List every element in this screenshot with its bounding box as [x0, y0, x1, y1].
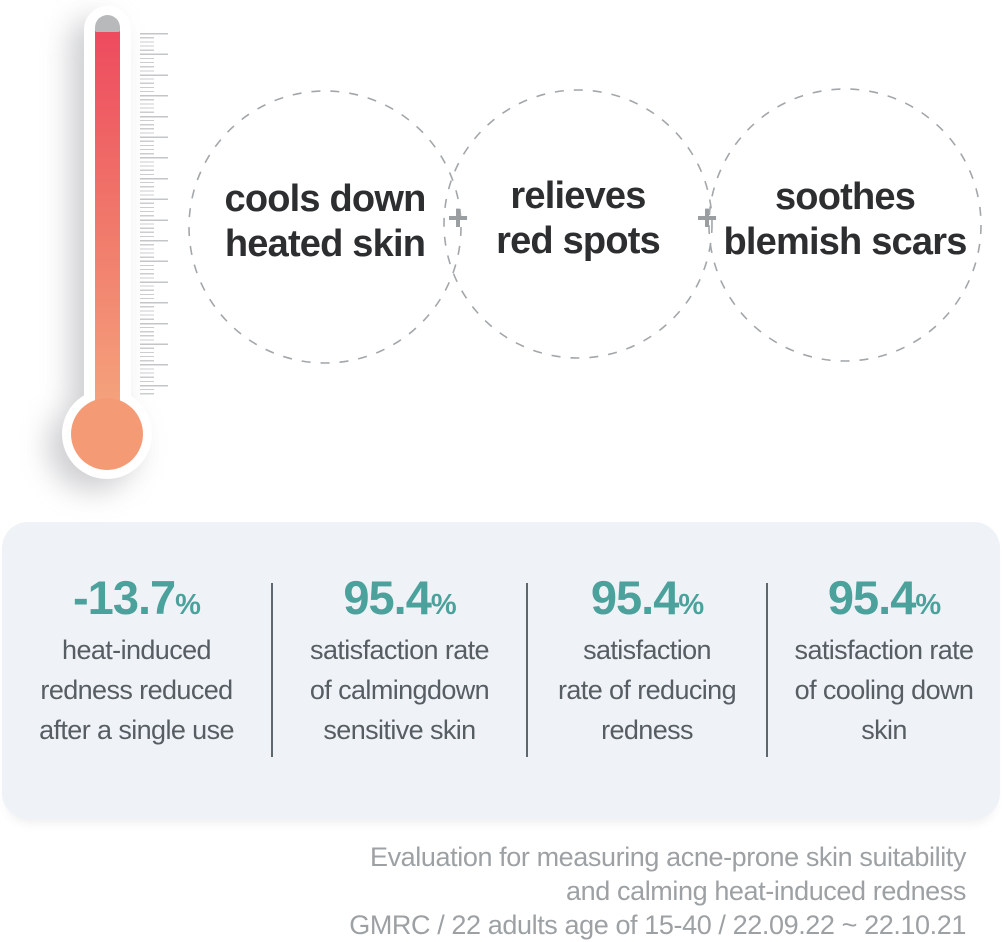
stat-item-redness-satisfaction: 95.4% satisfaction rate of reducing redn… [528, 522, 766, 819]
stat-desc-line: sensitive skin [323, 715, 476, 745]
stat-divider [766, 583, 768, 757]
evaluation-footnote: Evaluation for measuring acne-prone skin… [349, 840, 966, 942]
stat-divider [526, 583, 528, 757]
thermometer-scale-ticks [140, 33, 168, 395]
stat-value-row: 95.4% [768, 570, 1000, 625]
thermometer-cap [95, 15, 120, 32]
stat-desc-line: heat-induced [62, 635, 212, 665]
stat-value-row: -13.7% [2, 570, 271, 625]
thermometer-bulb-fill [71, 398, 143, 470]
stat-desc-line: redness reduced [40, 675, 233, 705]
footnote-line: GMRC / 22 adults age of 15-40 / 22.09.22… [349, 910, 966, 940]
thermometer-icon [0, 0, 230, 500]
plus-icon: + [696, 197, 718, 238]
stat-description: heat-induced redness reduced after a sin… [2, 630, 271, 750]
benefit-line: blemish scars [723, 221, 967, 263]
stat-desc-line: of cooling down [794, 675, 974, 705]
stat-item-calming-satisfaction: 95.4% satisfaction rate of calmingdown s… [273, 522, 526, 819]
thermometer-mercury-fill [95, 30, 120, 412]
stat-desc-line: satisfaction rate [794, 635, 975, 665]
stat-desc-line: satisfaction [583, 635, 711, 665]
benefit-line: cools down [224, 178, 426, 220]
stat-value: 95.4 [590, 571, 679, 624]
stat-desc-line: skin [861, 715, 907, 745]
benefit-line: relieves [510, 175, 646, 217]
stat-description: satisfaction rate of reducing redness [528, 630, 766, 750]
benefit-label-cools-down: cools down heated skin [189, 91, 461, 363]
benefit-line: soothes [774, 176, 916, 218]
benefit-circles-outline [188, 88, 982, 364]
stat-description: satisfaction rate of calmingdown sensiti… [273, 630, 526, 750]
stat-desc-line: redness [601, 715, 693, 745]
stat-value: -13.7 [73, 571, 176, 624]
stat-desc-line: of calmingdown [309, 675, 490, 705]
stat-item-redness-reduced: -13.7% heat-induced redness reduced afte… [2, 522, 271, 819]
footnote-line: Evaluation for measuring acne-prone skin… [369, 842, 966, 872]
stat-item-cooling-satisfaction: 95.4% satisfaction rate of cooling down … [768, 522, 1000, 819]
stat-desc-line: after a single use [39, 715, 234, 745]
stat-unit: % [430, 589, 457, 621]
benefit-circle-3-outline [708, 88, 982, 362]
benefit-line: heated skin [224, 223, 426, 265]
stat-value-row: 95.4% [528, 570, 766, 625]
stat-description: satisfaction rate of cooling down skin [768, 630, 1000, 750]
stat-desc-line: rate of reducing [557, 675, 737, 705]
stats-panel: -13.7% heat-induced redness reduced afte… [2, 522, 1000, 819]
stat-value-row: 95.4% [273, 570, 526, 625]
stat-value: 95.4 [343, 571, 431, 624]
stat-value: 95.4 [827, 571, 916, 624]
stat-unit: % [915, 589, 941, 621]
benefit-circle-1-outline [188, 90, 462, 364]
footnote-line: and calming heat-induced redness [566, 876, 966, 906]
stat-divider [271, 583, 273, 757]
plus-icon: + [447, 197, 469, 238]
benefit-label-relieves-red-spots: relieves red spots [444, 90, 712, 358]
benefit-circle-2-outline [443, 89, 713, 359]
benefit-line: red spots [496, 220, 661, 262]
benefit-label-soothes-blemish-scars: soothes blemish scars [709, 89, 981, 361]
stat-unit: % [175, 589, 201, 621]
stat-unit: % [678, 589, 704, 621]
stat-desc-line: satisfaction rate [310, 635, 490, 665]
